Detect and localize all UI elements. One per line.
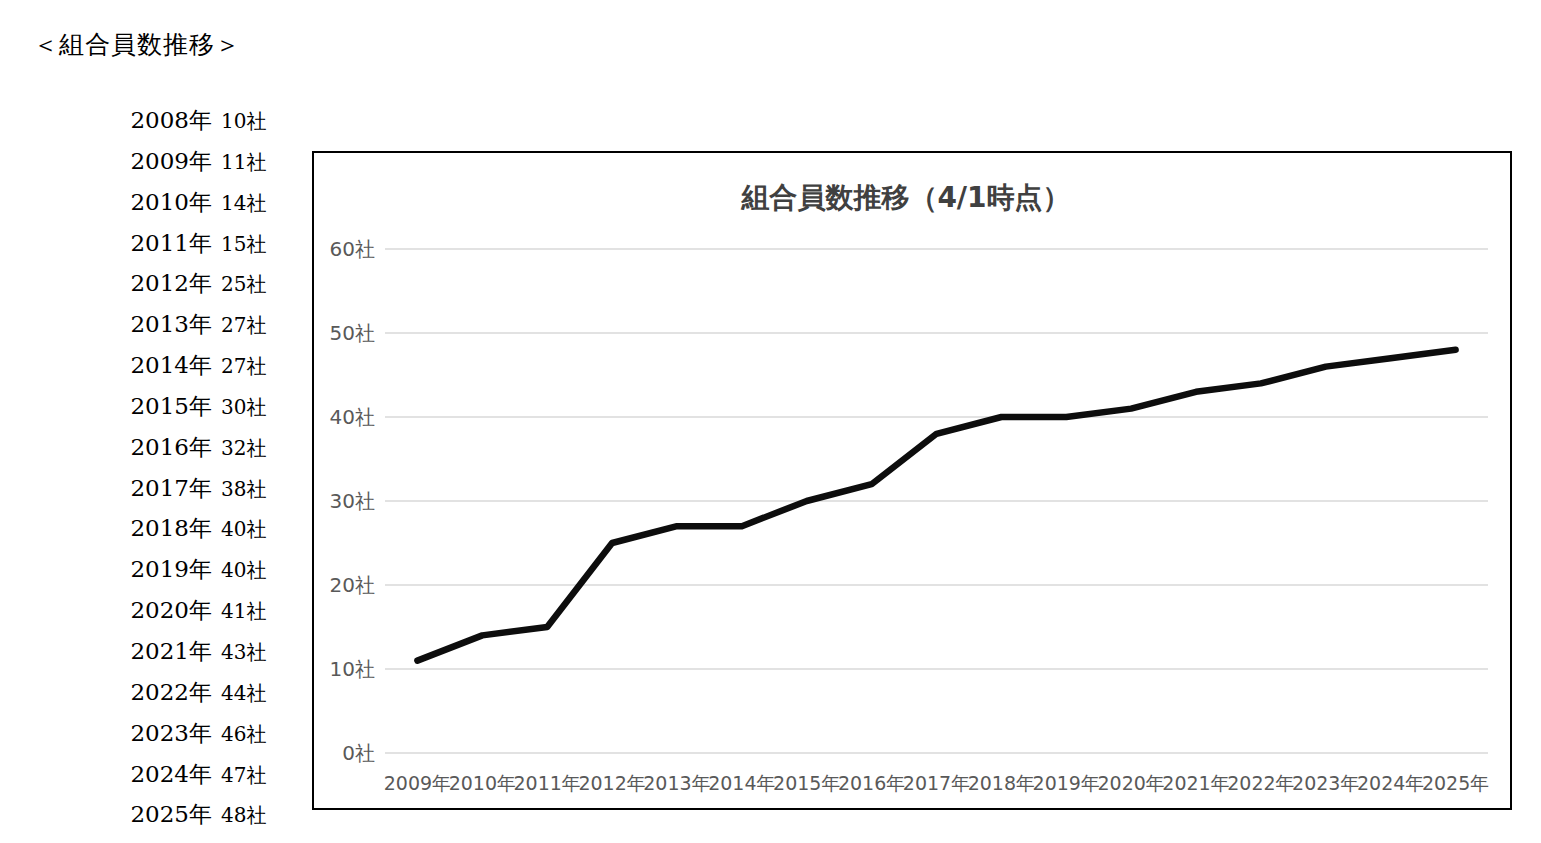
list-item-year: 2024年 xyxy=(118,759,212,790)
list-item-count: 43社 xyxy=(221,639,266,666)
list-item: 2014年 27社 xyxy=(118,350,298,391)
x-tick-label: 2025年 xyxy=(1422,772,1489,794)
list-item-year: 2008年 xyxy=(118,105,212,136)
list-item: 2016年 32社 xyxy=(118,432,298,473)
y-tick-label: 40社 xyxy=(330,405,375,429)
list-item-year: 2025年 xyxy=(118,799,212,830)
member-count-list: 2008年 10社 2009年 11社 2010年 14社 2011年 15社 2012年 25社… xyxy=(118,105,298,840)
x-tick-label: 2021年 xyxy=(1162,772,1229,794)
gridlines xyxy=(385,249,1488,753)
list-item: 2013年 27社 xyxy=(118,309,298,350)
list-item-count: 27社 xyxy=(221,353,266,380)
list-item-year: 2012年 xyxy=(118,268,212,299)
x-tick-label: 2013年 xyxy=(643,772,710,794)
y-tick-label: 20社 xyxy=(330,573,375,597)
list-item: 2008年 10社 xyxy=(118,105,298,146)
x-tick-label: 2019年 xyxy=(1033,772,1100,794)
list-item-year: 2020年 xyxy=(118,595,212,626)
list-item-count: 40社 xyxy=(221,557,266,584)
list-item-count: 48社 xyxy=(221,802,266,829)
list-item-count: 44社 xyxy=(221,680,266,707)
list-item-year: 2015年 xyxy=(118,391,212,422)
list-item-count: 25社 xyxy=(221,271,266,298)
list-item: 2015年 30社 xyxy=(118,391,298,432)
x-tick-label: 2011年 xyxy=(514,772,581,794)
list-item-year: 2013年 xyxy=(118,309,212,340)
list-item: 2023年 46社 xyxy=(118,718,298,759)
page-canvas: ＜組合員数推移＞ 2008年 10社 2009年 11社 2010年 14社 2011年 15… xyxy=(0,0,1541,843)
list-item-count: 27社 xyxy=(221,312,266,339)
x-tick-label: 2014年 xyxy=(708,772,775,794)
x-axis-tick-labels: 2009年2010年2011年2012年2013年2014年2015年2016年… xyxy=(384,772,1489,794)
list-item-count: 15社 xyxy=(221,231,266,258)
list-item-count: 10社 xyxy=(221,108,266,135)
y-tick-label: 10社 xyxy=(330,657,375,681)
x-tick-label: 2012年 xyxy=(578,772,645,794)
list-item-year: 2023年 xyxy=(118,718,212,749)
list-item-count: 11社 xyxy=(221,149,266,176)
list-item: 2022年 44社 xyxy=(118,677,298,718)
list-item: 2025年 48社 xyxy=(118,799,298,840)
list-item-year: 2022年 xyxy=(118,677,212,708)
y-tick-label: 0社 xyxy=(342,741,375,765)
list-item: 2020年 41社 xyxy=(118,595,298,636)
list-item-count: 32社 xyxy=(221,435,266,462)
list-item-count: 40社 xyxy=(221,516,266,543)
member-trend-chart: 0社 10社 20社 30社 40社 50社 60社 2009年2010年2011年2012年… xyxy=(312,151,1512,810)
y-tick-label: 60社 xyxy=(330,237,375,261)
list-item-count: 47社 xyxy=(221,762,266,789)
x-tick-label: 2010年 xyxy=(449,772,516,794)
y-tick-label: 50社 xyxy=(330,321,375,345)
list-item: 2010年 14社 xyxy=(118,187,298,228)
x-tick-label: 2009年 xyxy=(384,772,451,794)
list-item: 2018年 40社 xyxy=(118,513,298,554)
list-item-year: 2009年 xyxy=(118,146,212,177)
list-item-count: 41社 xyxy=(221,598,266,625)
list-item-year: 2017年 xyxy=(118,473,212,504)
list-item-year: 2014年 xyxy=(118,350,212,381)
list-item: 2024年 47社 xyxy=(118,759,298,800)
list-item: 2011年 15社 xyxy=(118,228,298,269)
x-tick-label: 2018年 xyxy=(968,772,1035,794)
x-tick-label: 2017年 xyxy=(903,772,970,794)
page-title: ＜組合員数推移＞ xyxy=(33,28,241,61)
list-item-count: 30社 xyxy=(221,394,266,421)
y-axis-tick-labels: 0社 10社 20社 30社 40社 50社 60社 xyxy=(330,237,375,765)
chart-title: 組合員数推移（4/1時点） xyxy=(740,181,1070,214)
x-tick-label: 2022年 xyxy=(1227,772,1294,794)
list-item: 2009年 11社 xyxy=(118,146,298,187)
y-tick-label: 30社 xyxy=(330,489,375,513)
x-tick-label: 2024年 xyxy=(1357,772,1424,794)
x-tick-label: 2020年 xyxy=(1097,772,1164,794)
list-item-year: 2016年 xyxy=(118,432,212,463)
list-item-year: 2011年 xyxy=(118,228,212,259)
list-item-year: 2019年 xyxy=(118,554,212,585)
list-item-count: 14社 xyxy=(221,190,266,217)
list-item-count: 46社 xyxy=(221,721,266,748)
x-tick-label: 2015年 xyxy=(773,772,840,794)
list-item: 2021年 43社 xyxy=(118,636,298,677)
x-tick-label: 2023年 xyxy=(1292,772,1359,794)
data-line-series xyxy=(417,350,1455,661)
x-tick-label: 2016年 xyxy=(838,772,905,794)
list-item-count: 38社 xyxy=(221,476,266,503)
line-chart-svg: 0社 10社 20社 30社 40社 50社 60社 2009年2010年2011年2012年… xyxy=(314,153,1510,808)
list-item-year: 2021年 xyxy=(118,636,212,667)
list-item: 2012年 25社 xyxy=(118,268,298,309)
list-item: 2019年 40社 xyxy=(118,554,298,595)
list-item: 2017年 38社 xyxy=(118,473,298,514)
list-item-year: 2010年 xyxy=(118,187,212,218)
list-item-year: 2018年 xyxy=(118,513,212,544)
